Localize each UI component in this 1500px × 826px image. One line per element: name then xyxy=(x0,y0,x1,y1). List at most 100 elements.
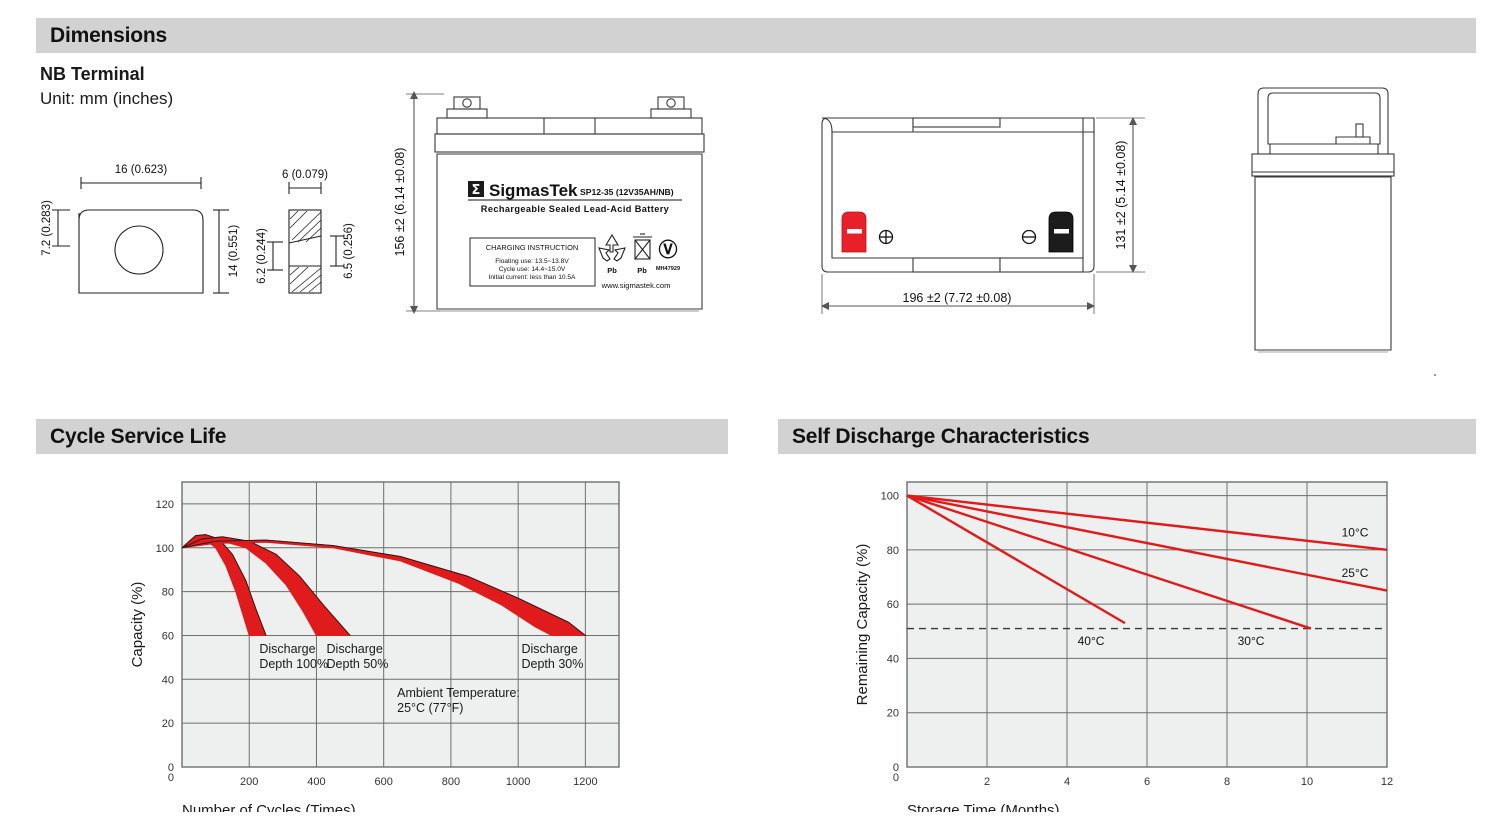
chart-annotation-1: Discharge xyxy=(327,642,383,656)
charging-instruction-box xyxy=(469,237,596,287)
self-discharge-chart: 10°C 25°C 30°C 40°C 0 20 40 60 80 100 0 2 4 6 8 10 12 Rem… xyxy=(845,462,1445,812)
handle-outer xyxy=(1257,87,1389,155)
positive-terminal-slot xyxy=(847,229,862,234)
battery-top-view: 196 ±2 (7.72 ±0.08) 131 ±2 (5.14 ±0.08) xyxy=(800,100,1160,330)
band-upper-edge xyxy=(181,539,586,636)
chart-annotation-2: Discharge xyxy=(522,642,578,656)
brand-name: SigmasTek xyxy=(489,181,578,200)
ytick-label: 20 xyxy=(887,708,899,720)
terminal-detail-drawing: 16 (0.623) 7.2 (0.283) 14 (0.551) 6 (0.0… xyxy=(36,148,366,328)
plot-border xyxy=(181,481,620,768)
dim-terminal-inner: 6.2 (0.244) xyxy=(256,228,268,284)
ytick-label: 40 xyxy=(887,653,899,665)
xtick-label: 12 xyxy=(1381,776,1393,788)
bin-label: Pb xyxy=(637,266,647,275)
battery-body xyxy=(436,153,703,310)
chart-annotation-0: Discharge xyxy=(259,642,315,656)
section-title: Self Discharge Characteristics xyxy=(792,424,1090,448)
recycle-label: Pb xyxy=(607,266,617,275)
xtick-label: 1200 xyxy=(573,776,597,788)
ytick-label: 120 xyxy=(156,499,174,511)
negative-terminal-slot xyxy=(1054,229,1069,234)
ytick-label: 80 xyxy=(887,545,899,557)
side-body xyxy=(1254,176,1392,351)
xtick-label: 600 xyxy=(375,776,393,788)
brand-mark-icon xyxy=(468,181,484,197)
line-10c xyxy=(906,494,1388,552)
product-label: Σ SigmasTek SP12-35 (12V35AH/NB) Recharg… xyxy=(468,181,682,290)
line-25c xyxy=(906,494,1388,592)
dim-terminal-width: 16 (0.623) xyxy=(115,164,168,176)
page-artifact-dot xyxy=(1434,374,1436,376)
section-title: Cycle Service Life xyxy=(50,424,227,448)
ytick-label: 20 xyxy=(162,718,174,730)
battery-front-view: Σ SigmasTek SP12-35 (12V35AH/NB) Recharg… xyxy=(392,82,742,327)
chart-annotation-3: Ambient Temperature: xyxy=(397,686,520,700)
xtick-label: 1000 xyxy=(506,776,530,788)
ul-mark-icon: Ⓥ xyxy=(658,238,677,261)
dim-terminal-height: 14 (0.551) xyxy=(228,225,240,278)
xtick-label: 2 xyxy=(984,776,990,788)
no-disposal-icon xyxy=(633,233,652,260)
svg-text:Ⓥ: Ⓥ xyxy=(658,238,677,261)
section-header-self-discharge: Self Discharge Characteristics xyxy=(778,419,1476,454)
series-label-40c: 40°C xyxy=(1078,634,1105,648)
x-axis-title: Storage Time (Months) xyxy=(907,802,1060,812)
dim-terminal-top-height: 7.2 (0.283) xyxy=(41,200,53,256)
charging-line-3: Initial current: less than 10.5A xyxy=(489,274,576,281)
battery-side-view xyxy=(1232,82,1432,362)
side-lid xyxy=(1251,153,1395,177)
section-title: Dimensions xyxy=(50,23,168,47)
dim-terminal-side-width: 6 (0.079) xyxy=(282,169,328,181)
terminal-bolt-right xyxy=(666,98,676,108)
terminal-type-label: NB Terminal xyxy=(40,64,145,84)
ytick-label: 60 xyxy=(162,630,174,642)
charging-title: CHARGING INSTRUCTION xyxy=(486,243,578,252)
y-axis-title: Remaining Capacity (%) xyxy=(854,544,871,706)
terminal-bolt-left xyxy=(462,98,472,108)
ul-file-number: MH47929 xyxy=(656,266,680,272)
positive-polarity-icon xyxy=(878,229,894,245)
plot-border xyxy=(906,481,1388,768)
line-40c xyxy=(906,494,1126,625)
recycle-icon xyxy=(598,233,626,262)
terminal-front-outline xyxy=(78,209,204,294)
terminal-profile xyxy=(1335,136,1371,145)
ytick-label: 60 xyxy=(887,599,899,611)
model-number: SP12-35 (12V35AH/NB) xyxy=(580,187,674,197)
band-upper-edge xyxy=(181,536,351,636)
xtick-label: 800 xyxy=(442,776,460,788)
xtick-label: 200 xyxy=(240,776,258,788)
svg-text:Σ: Σ xyxy=(472,183,481,198)
line-30c xyxy=(906,494,1312,630)
ytick-label: 40 xyxy=(162,674,174,686)
terminal-side-outline xyxy=(288,209,322,294)
ytick-label: 100 xyxy=(156,543,174,555)
band-upper-edge xyxy=(181,534,267,636)
battery-lid-top xyxy=(436,117,703,135)
negative-polarity-icon xyxy=(1021,229,1037,245)
series-label-10c: 10°C xyxy=(1342,525,1369,539)
xtick-label: 6 xyxy=(1144,776,1150,788)
ytick-label: 0 xyxy=(893,762,899,774)
handle-inner xyxy=(1267,92,1381,145)
chart-annotation-3: 25°C (77°F) xyxy=(397,701,463,715)
website: www.sigmastek.com xyxy=(601,281,671,290)
y-axis-title: Capacity (%) xyxy=(129,582,146,668)
chart-annotation-2: Depth 30% xyxy=(522,657,584,671)
battery-lid xyxy=(434,133,705,153)
x-axis-title: Number of Cycles (Times) xyxy=(182,802,356,812)
dim-battery-depth: 131 ±2 (5.14 ±0.08) xyxy=(1114,141,1128,250)
label-description: Rechargeable Sealed Lead-Acid Battery xyxy=(481,204,670,214)
chart-annotation-0: Depth 100% xyxy=(259,657,328,671)
ytick-label: 80 xyxy=(162,587,174,599)
series-label-25c: 25°C xyxy=(1342,566,1369,580)
section-header-dimensions: Dimensions xyxy=(36,18,1476,53)
cycle-life-chart: 0 20 40 60 80 100 120 0 200 400 600 800 1000 1200 Capa… xyxy=(120,462,680,812)
xtick-label: 0 xyxy=(893,772,899,784)
series-label-30c: 30°C xyxy=(1238,634,1265,648)
terminal-hole xyxy=(114,225,164,275)
unit-label: Unit: mm (inches) xyxy=(40,89,174,108)
ytick-label: 0 xyxy=(168,762,174,774)
